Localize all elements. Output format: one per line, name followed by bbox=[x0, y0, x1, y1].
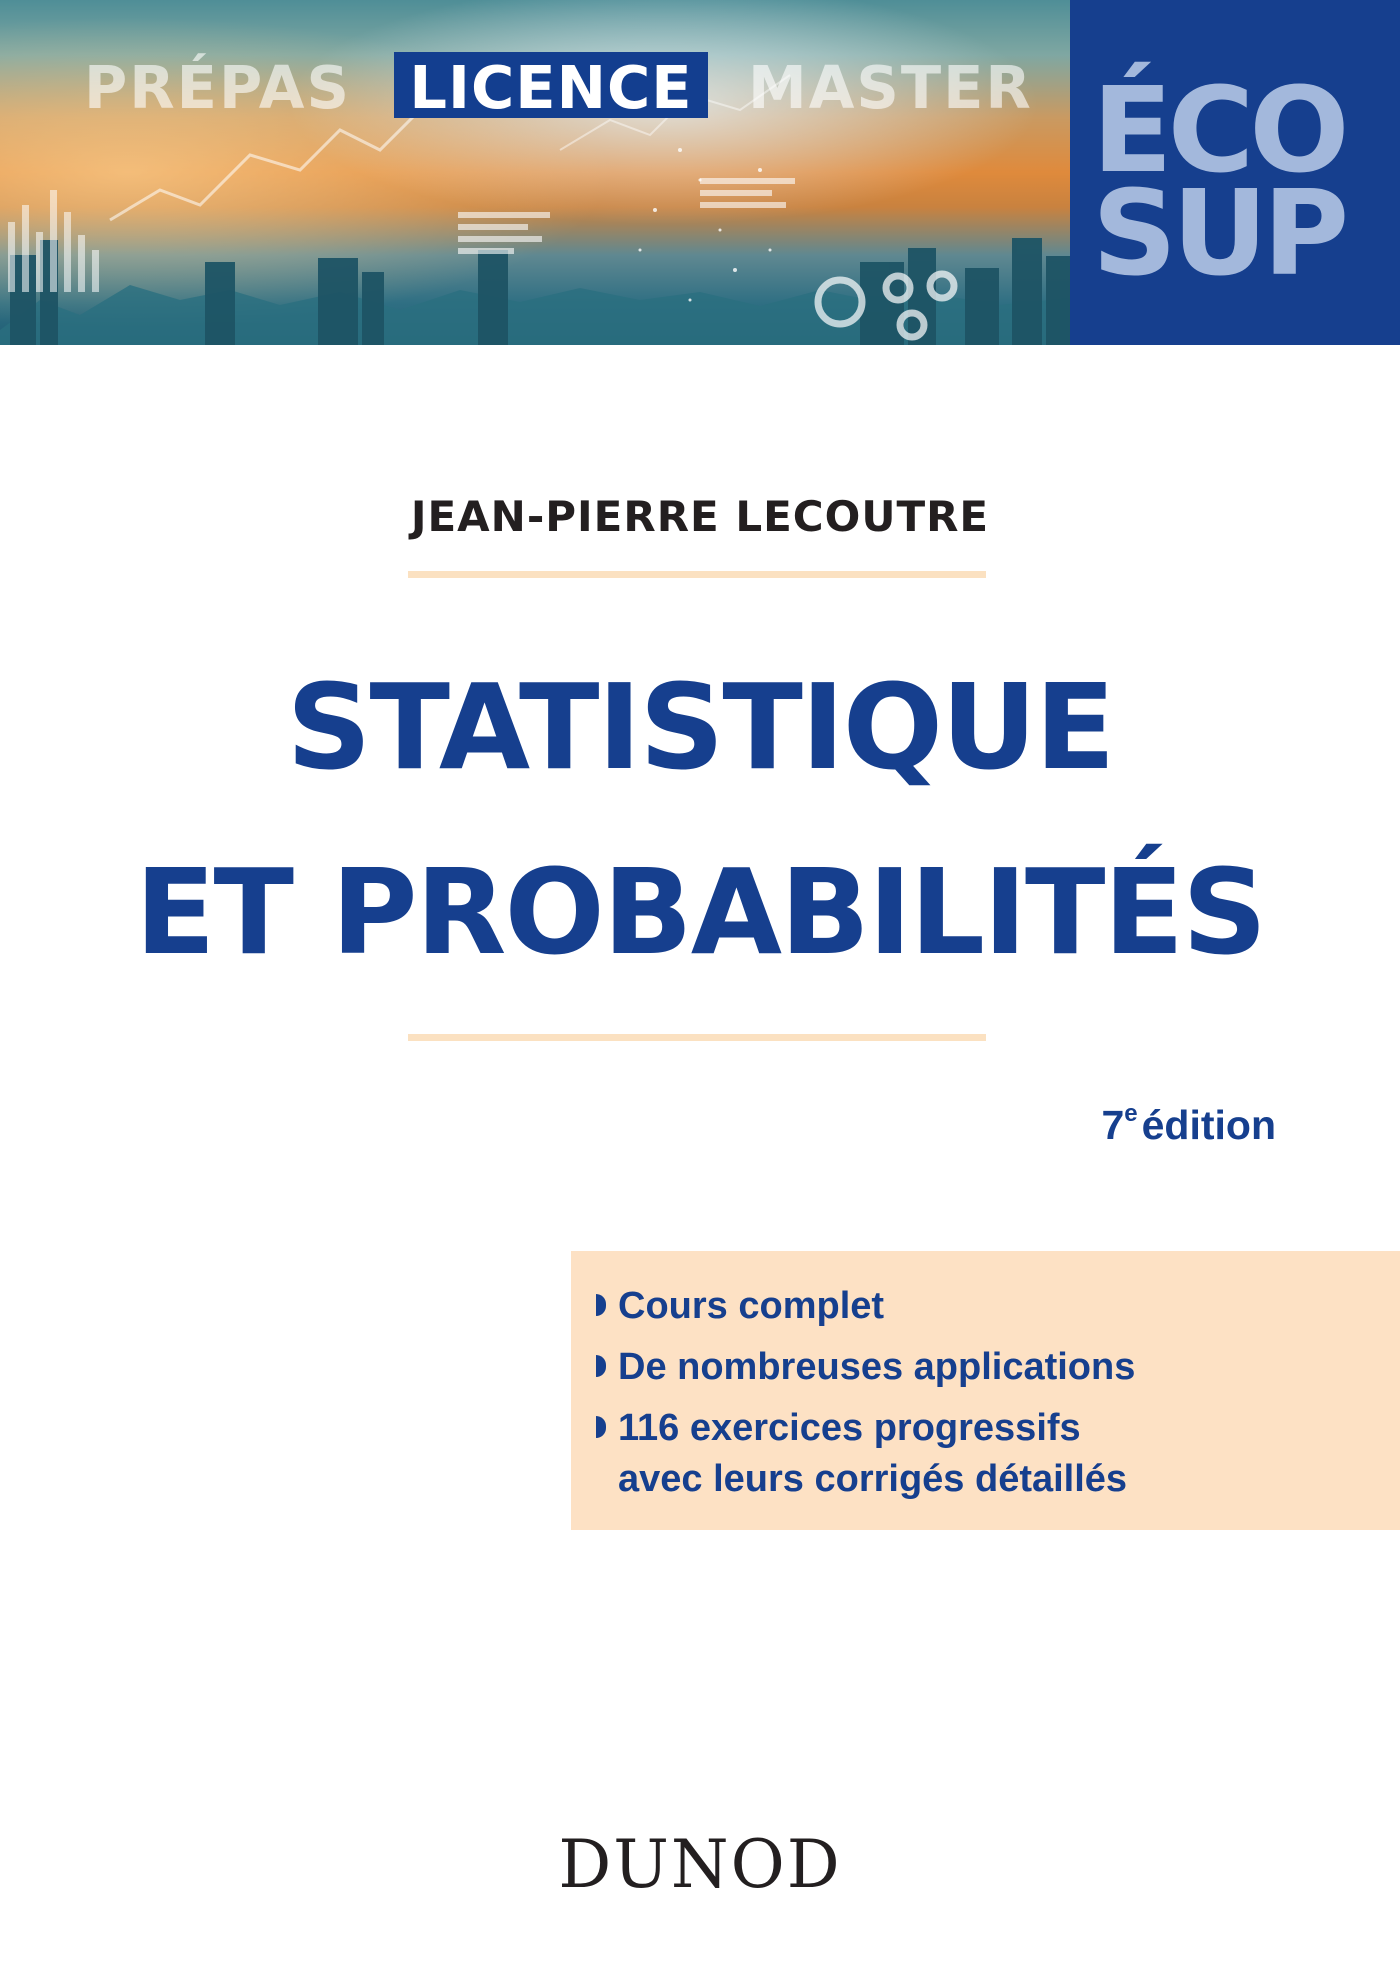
half-circle-bullet-icon bbox=[596, 1416, 606, 1438]
edition-label: 7eédition bbox=[1000, 1100, 1276, 1149]
book-title-line2: ET PROBABILITÉS bbox=[134, 843, 1267, 981]
divider-top bbox=[408, 571, 986, 578]
divider-bottom bbox=[408, 1034, 986, 1041]
feature-text-continued: avec leurs corrigés détaillés bbox=[618, 1458, 1128, 1500]
collection-logo: ÉCO SUP bbox=[1070, 0, 1400, 345]
edition-number: 7 bbox=[1101, 1102, 1125, 1148]
feature-text: De nombreuses applications bbox=[618, 1346, 1136, 1388]
cover-banner-image: PRÉPAS LICENCE MASTER bbox=[0, 0, 1070, 345]
level-master: MASTER bbox=[748, 53, 1033, 122]
half-circle-bullet-icon bbox=[596, 1355, 606, 1377]
features-box: Cours complet De nombreuses applications… bbox=[571, 1251, 1400, 1530]
edition-superscript: e bbox=[1124, 1100, 1138, 1127]
level-prepas: PRÉPAS bbox=[84, 53, 351, 122]
study-levels: PRÉPAS LICENCE MASTER bbox=[0, 52, 1070, 124]
feature-text: 116 exercices progressifs bbox=[618, 1407, 1081, 1449]
book-title-line1: STATISTIQUE bbox=[286, 658, 1116, 796]
collection-name-line1: ÉCO bbox=[1092, 61, 1350, 199]
level-licence-highlighted: LICENCE bbox=[394, 52, 708, 122]
publisher-logo: DUNOD bbox=[558, 1826, 842, 1903]
edition-word: édition bbox=[1141, 1102, 1276, 1148]
half-circle-bullet-icon bbox=[596, 1294, 606, 1316]
author-name: JEAN-PIERRE LECOUTRE bbox=[410, 492, 990, 541]
feature-text: Cours complet bbox=[618, 1285, 885, 1327]
collection-name-line2: SUP bbox=[1092, 164, 1349, 302]
